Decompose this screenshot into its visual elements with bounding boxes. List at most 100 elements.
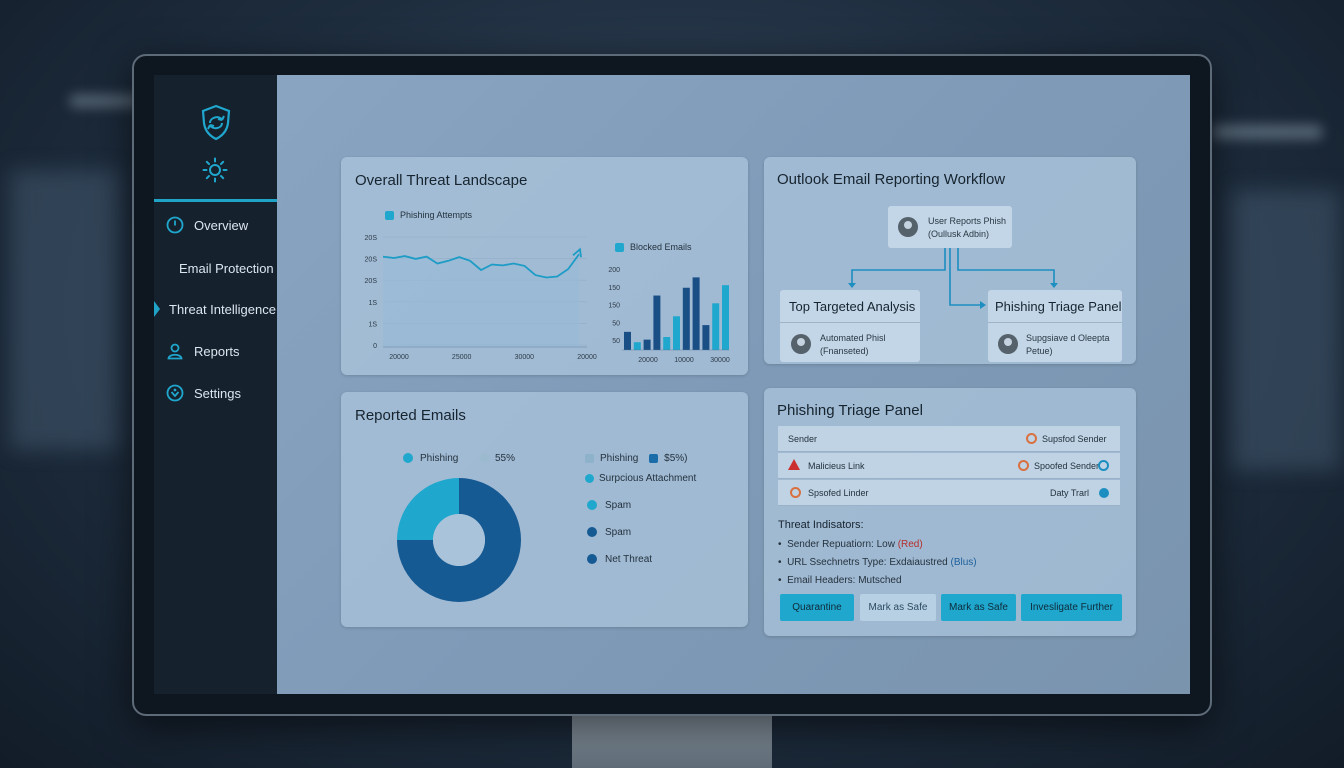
- investigate-further-button[interactable]: Invesligate Further: [1021, 594, 1122, 621]
- row-left: Sender: [788, 434, 818, 444]
- sidebar-item-threat-intelligence[interactable]: Threat Intelligence: [154, 294, 277, 324]
- card-title: Outlook Email Reporting Workflow: [777, 171, 1006, 188]
- bar: [722, 285, 729, 350]
- workflow-start-label-2: (Oullusk Adbin): [928, 229, 990, 239]
- user-icon: [166, 342, 184, 360]
- workflow-right-sub-2: Petue): [1026, 346, 1053, 356]
- legend-dot: [587, 554, 597, 565]
- y-tick-label: 50: [612, 320, 620, 327]
- table-row[interactable]: Malicieus Link Spoofed Sender: [778, 453, 1120, 479]
- legend-swatch: [585, 453, 594, 463]
- nav-active-indicator: [154, 199, 277, 202]
- legend-label: Phishing Attempts: [400, 210, 473, 220]
- status-ring-icon: [790, 487, 801, 498]
- legend-label: Blocked Emails: [630, 242, 692, 252]
- y-tick-label: 1S: [368, 321, 377, 328]
- background-window-left: [10, 170, 120, 450]
- sidebar-item-label: Overview: [194, 217, 249, 233]
- bar: [643, 339, 651, 350]
- sidebar-item-reports[interactable]: Reports: [154, 336, 277, 366]
- workflow-arrows: [848, 248, 1058, 309]
- card-title: Overall Threat Landscape: [355, 172, 528, 189]
- bar: [624, 331, 631, 350]
- background-window-right: [1230, 190, 1340, 470]
- status-dot-icon: [1099, 488, 1109, 498]
- legend-label: Net Threat: [605, 554, 653, 565]
- brightness-icon[interactable]: [202, 157, 228, 188]
- sidebar-item-email-protection[interactable]: Email Protection: [154, 253, 277, 283]
- legend-phishing-attempts: Phishing Attempts: [385, 210, 473, 221]
- legend-phishing-pct: Phishing $5%): [585, 453, 688, 464]
- bar: [653, 295, 661, 350]
- bar: [682, 287, 690, 350]
- legend-swatch: [385, 211, 394, 221]
- indicator-text: Sender Repuatiorn: Low: [787, 539, 898, 550]
- indicators-title: Threat Indisators:: [778, 519, 864, 531]
- user-avatar-icon: [898, 217, 918, 237]
- quarantine-button[interactable]: Quarantine: [780, 594, 854, 621]
- sidebar-item-label: Threat Intelligence: [169, 301, 276, 317]
- workflow-start-label-1: User Reports Phish: [928, 216, 1007, 226]
- pie-slice: [397, 478, 459, 540]
- bullet: •: [778, 557, 788, 568]
- x-tick-label: 20000: [638, 357, 658, 364]
- threat-landscape-card: Overall Threat Landscape Phishing Attemp…: [341, 157, 748, 375]
- bar: [673, 316, 680, 350]
- y-tick-label: 150: [608, 285, 620, 292]
- table-row[interactable]: Spsofed Linder Daty Trarl: [778, 480, 1120, 506]
- mark-safe-button[interactable]: Mark as Safe: [941, 594, 1016, 621]
- legend-spam-2: Spam: [587, 527, 631, 538]
- x-tick-label: 30000: [710, 357, 730, 364]
- indicator-item: • Sender Repuatiorn: Low (Red): [778, 539, 923, 550]
- bar: [692, 277, 700, 350]
- workflow-left-label: Top Targeted Analysis: [789, 299, 916, 314]
- legend-dot: [587, 500, 597, 511]
- row-right: Spoofed Sender: [1034, 461, 1100, 471]
- y-tick-label: 50: [612, 338, 620, 345]
- card-title: Reported Emails: [355, 407, 466, 424]
- sidebar-item-label: Settings: [194, 385, 241, 401]
- sidebar-item-settings[interactable]: Settings: [154, 378, 277, 408]
- ceiling-light-left: [70, 95, 140, 107]
- triage-card: Phishing Triage Panel Sender Supsfod Sen…: [764, 388, 1136, 636]
- legend-label: 55%: [495, 453, 516, 464]
- row-left: Spsofed Linder: [808, 488, 869, 498]
- legend-net-threat: Net Threat: [587, 554, 652, 565]
- y-tick-label: 20S: [365, 235, 378, 242]
- legend-value: $5%): [664, 453, 688, 464]
- area-fill: [383, 254, 579, 347]
- x-tick-label: 20000: [389, 354, 409, 361]
- workflow-right-label: Phishing Triage Panel: [995, 299, 1122, 314]
- bullet: •: [778, 575, 788, 586]
- warning-icon: [788, 459, 800, 470]
- workflow-left-sub-2: (Fnanseted): [820, 346, 869, 356]
- legend-label: Phishing: [600, 453, 639, 464]
- y-tick-label: 150: [608, 303, 620, 310]
- sidebar-item-overview[interactable]: Overview: [154, 210, 277, 240]
- mark-safe-button-secondary[interactable]: Mark as Safe: [860, 594, 936, 621]
- y-tick-label: 20S: [365, 257, 378, 264]
- indicator-text: Email Headers: Mutsched: [787, 575, 902, 586]
- status-ring-icon: [1018, 460, 1029, 471]
- row-left: Malicieus Link: [808, 461, 865, 471]
- series-line-phishing-attempts: [382, 253, 580, 279]
- shield-gear-icon: [166, 384, 184, 402]
- workflow-right-sub-1: Supgsiave d Oleepta: [1026, 333, 1110, 343]
- legend-dot: [403, 453, 413, 464]
- x-tick-label: 25000: [452, 354, 472, 361]
- legend-label: Spam: [605, 500, 632, 511]
- bar: [663, 337, 671, 350]
- x-tick-label: 10000: [674, 357, 694, 364]
- legend-dot: [480, 453, 490, 464]
- legend-phishing: Phishing: [403, 453, 458, 464]
- table-row[interactable]: Sender Supsfod Sender: [778, 426, 1120, 452]
- indicator-item: • URL Ssechnetrs Type: Exdaiaustred (Blu…: [778, 557, 977, 568]
- shield-logo-icon: [198, 103, 234, 146]
- reported-emails-donut: [397, 478, 521, 602]
- indicator-item: • Email Headers: Mutsched: [778, 575, 902, 586]
- dashboard-screen: Overview Email Protection Threat Intelli…: [154, 75, 1190, 694]
- legend-dot: [585, 473, 594, 483]
- sidebar: Overview Email Protection Threat Intelli…: [154, 75, 277, 694]
- legend-label: Spam: [605, 527, 632, 538]
- sidebar-item-label: Reports: [194, 343, 240, 359]
